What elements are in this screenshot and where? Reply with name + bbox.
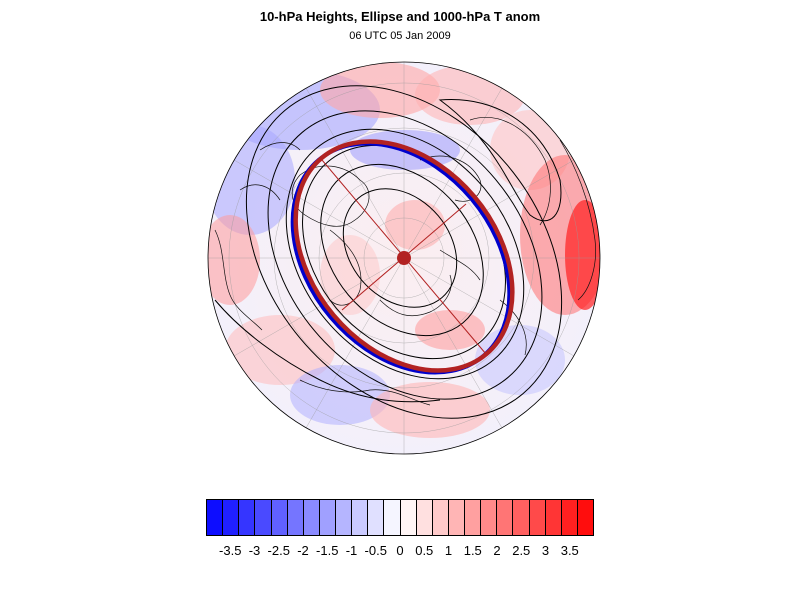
map-title: 10-hPa Heights, Ellipse and 1000-hPa T a… xyxy=(259,9,541,24)
colorbar-tick-label: -3 xyxy=(248,543,261,558)
colorbar-box xyxy=(513,500,530,535)
colorbar-box xyxy=(432,500,449,535)
colorbar-box xyxy=(481,500,498,535)
coastlines xyxy=(214,117,596,406)
colorbar-box xyxy=(448,500,465,535)
colorbar-box xyxy=(303,500,320,535)
colorbar-tick-label: 1 xyxy=(444,543,453,558)
colorbar-labels: -3.5 -3 -2.5 -2 -1.5 -1 -0.5 0 0.5 1 1.5 2 2.5 3 3.5 xyxy=(0,543,800,563)
colorbar-box xyxy=(207,500,224,535)
colorbar-box xyxy=(545,500,562,535)
colorbar-box xyxy=(352,500,369,535)
colorbar-box xyxy=(336,500,353,535)
map-subtitle: 06 UTC 05 Jan 2009 xyxy=(349,30,451,42)
colorbar-box xyxy=(239,500,256,535)
colorbar-tick-label: 3 xyxy=(541,543,550,558)
colorbar-tick-label: -0.5 xyxy=(364,543,387,558)
colorbar-box xyxy=(255,500,272,535)
colorbar-box xyxy=(384,500,401,535)
colorbar-tick-label: 2 xyxy=(493,543,501,558)
colorbar-box xyxy=(368,500,385,535)
colorbar-box xyxy=(271,500,288,535)
colorbar-tick-label: -1 xyxy=(345,543,358,558)
colorbar-box xyxy=(561,500,578,535)
colorbar-box xyxy=(529,500,546,535)
colorbar-box xyxy=(577,500,593,535)
colorbar-tick-label: 0 xyxy=(396,543,404,558)
colorbar-tick-label: 1.5 xyxy=(463,543,482,558)
ellipse-center-marker xyxy=(397,251,411,265)
colorbar-tick-label: -2.5 xyxy=(267,543,290,558)
colorbar-box xyxy=(287,500,304,535)
graticule xyxy=(208,62,600,454)
colorbar-box xyxy=(416,500,433,535)
colorbar-tick-label: 3.5 xyxy=(560,543,579,558)
colorbar-box xyxy=(319,500,336,535)
colorbar-tick-label: 2.5 xyxy=(512,543,531,558)
map-boundary xyxy=(207,61,601,455)
colorbar-box xyxy=(223,500,240,535)
colorbar-tick-label: 0.5 xyxy=(415,543,434,558)
vortex-ellipse xyxy=(290,139,515,375)
colorbar-box xyxy=(497,500,514,535)
colorbar xyxy=(206,499,594,536)
colorbar-tick-label: -3.5 xyxy=(219,543,242,558)
colorbar-tick-label: -2 xyxy=(297,543,309,558)
colorbar-tick-label: -1.5 xyxy=(316,543,339,558)
colorbar-box xyxy=(465,500,482,535)
colorbar-box xyxy=(400,500,417,535)
